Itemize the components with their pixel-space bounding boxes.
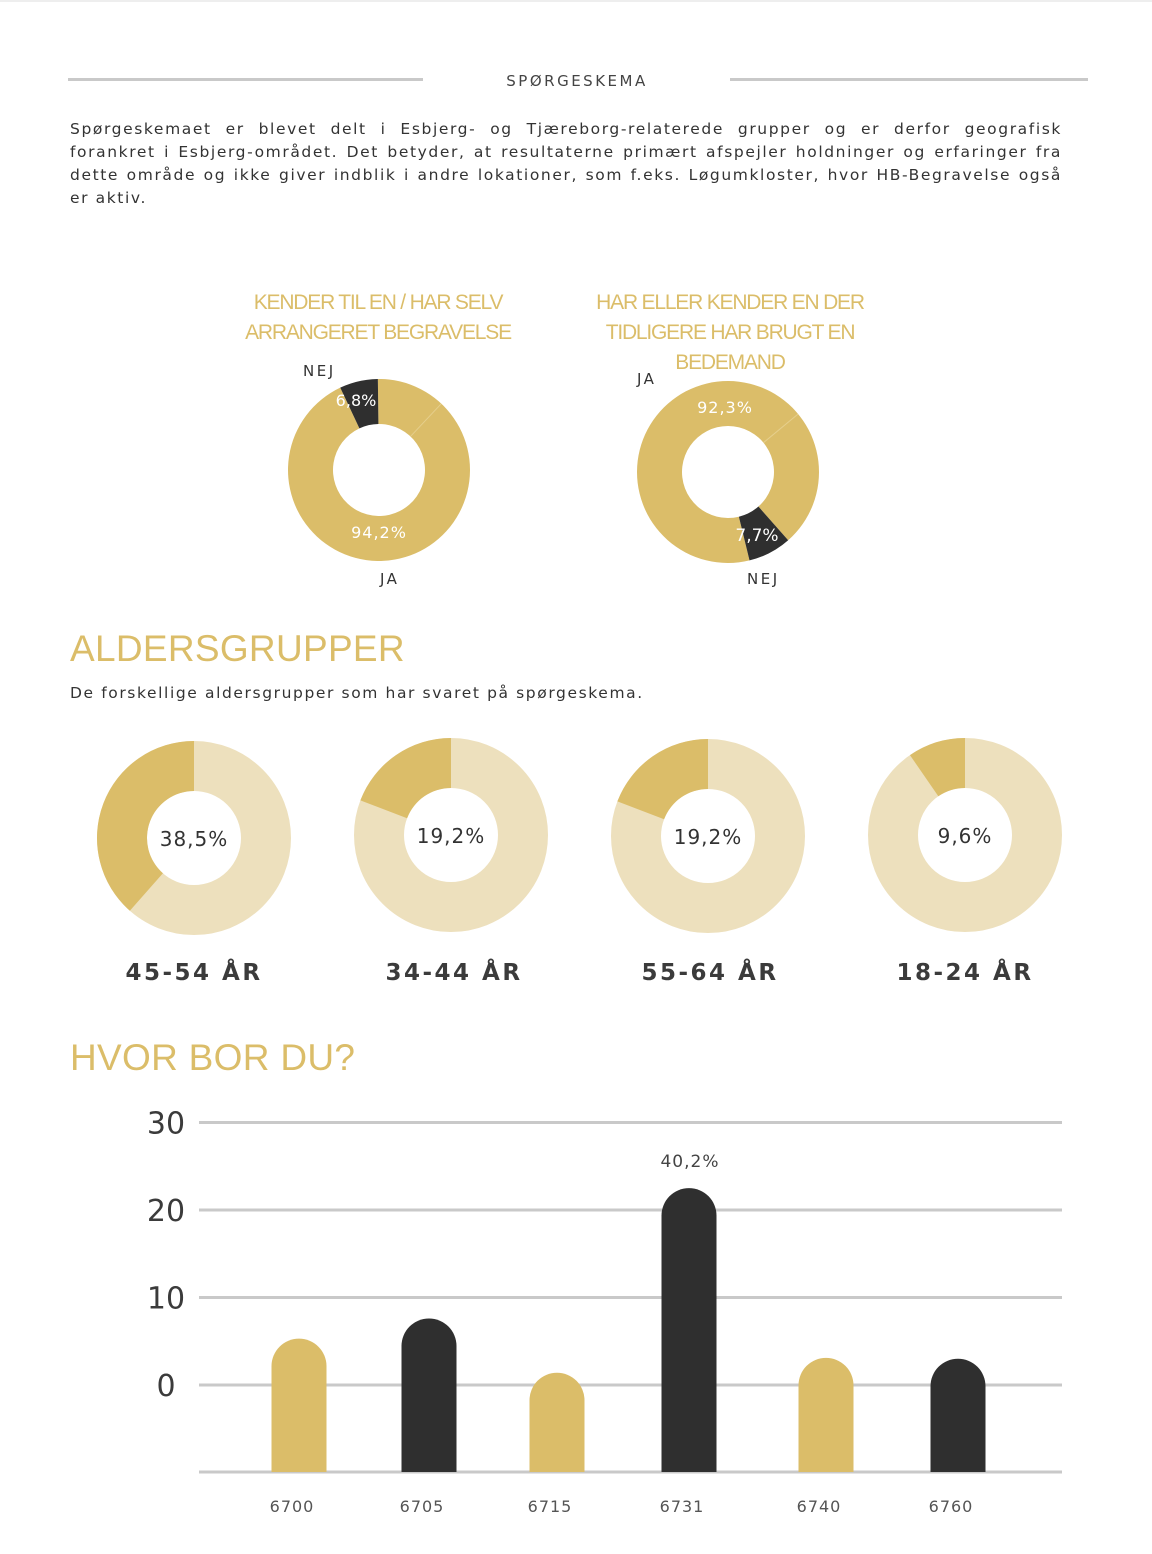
donut1-no-label: NEJ [303,362,336,380]
bar-6700 [271,1338,327,1472]
y-tick-label: 10 [147,1282,185,1317]
page-header-title: SPØRGESKEMA [506,72,648,90]
age-donut-share [360,738,451,819]
donut-title-line: KENDER TIL EN / HAR SELV [253,291,504,314]
age-donut-45-54: 38,5% [97,741,291,935]
header-rule-right [730,78,1088,81]
donut2-divider [763,413,799,444]
age-donut-value: 19,2% [674,825,743,849]
header-rule-left [68,78,423,81]
age-donut-18-24: 9,6% [868,738,1062,932]
age-donut-value: 19,2% [417,824,486,848]
y-tick-label: 30 [147,1107,185,1142]
donut2-no-segment [738,506,789,561]
donut1-no-segment [340,379,379,429]
age-label-55-64: 55-64 ÅR [641,960,779,986]
x-tick-label: 6715 [528,1497,573,1516]
age-donut-55-64: 19,2% [611,739,805,933]
age-donut-share [909,738,965,797]
age-donut-value: 38,5% [160,827,229,851]
donut-title-line: HAR ELLER KENDER EN DER [596,291,865,314]
x-tick-label: 6731 [660,1497,705,1516]
donut2-yes-segment [637,381,819,563]
age-donut-value: 9,6% [938,824,993,848]
bar-6715 [529,1372,585,1472]
donut-title-line: ARRANGERET BEGRAVELSE [245,321,512,344]
age-donut-34-44: 19,2% [354,738,548,932]
donut1-no-value: 6,8% [336,391,377,410]
donut-title-used-undertaker: HAR ELLER KENDER EN DER TIDLIGERE HAR BR… [560,288,900,378]
age-section-subtitle: De forskellige aldersgrupper som har sva… [70,684,644,702]
intro-paragraph: Spørgeskemaet er blevet delt i Esbjerg- … [70,120,1062,207]
age-label-45-54: 45-54 ÅR [125,960,263,986]
donut2-yes-label: JA [637,370,657,388]
age-section-title: ALDERSGRUPPER [70,628,405,669]
x-tick-label: 6700 [270,1497,315,1516]
donut2-no-value: 7,7% [735,526,778,546]
donut-title-arranged-funeral: KENDER TIL EN / HAR SELV ARRANGERET BEGR… [210,288,546,348]
donut1-divider [410,403,442,437]
x-tick-label: 6740 [797,1497,842,1516]
age-label-18-24: 18-24 ÅR [896,960,1034,986]
donut-title-line: BEDEMAND [675,351,786,374]
x-tick-label: 6705 [400,1497,445,1516]
bar-6740 [798,1357,854,1472]
top-border [0,0,1152,2]
x-tick-label: 6760 [929,1497,974,1516]
bar-annotation: 40,2% [660,1152,719,1172]
age-donut-share [617,739,708,820]
donut-chart-used-undertaker: 92,3% 7,7% [637,381,819,563]
age-label-34-44: 34-44 ÅR [385,960,523,986]
age-donut-share [97,741,194,911]
donut2-yes-value: 92,3% [697,398,753,417]
residence-section-title: HVOR BOR DU? [70,1037,356,1078]
donut1-yes-segment [288,379,470,561]
donut-title-line: TIDLIGERE HAR BRUGT EN [605,321,856,344]
y-tick-label: 20 [147,1194,185,1229]
y-tick-label: 0 [156,1369,175,1404]
donut-chart-arranged-funeral: 94,2% 6,8% [288,379,470,561]
bar-6760 [930,1358,986,1472]
donut1-yes-value: 94,2% [351,523,407,542]
donut2-no-label: NEJ [747,570,780,588]
bar-6731 [661,1188,717,1472]
donut1-yes-label: JA [380,570,400,588]
bar-6705 [401,1318,457,1472]
